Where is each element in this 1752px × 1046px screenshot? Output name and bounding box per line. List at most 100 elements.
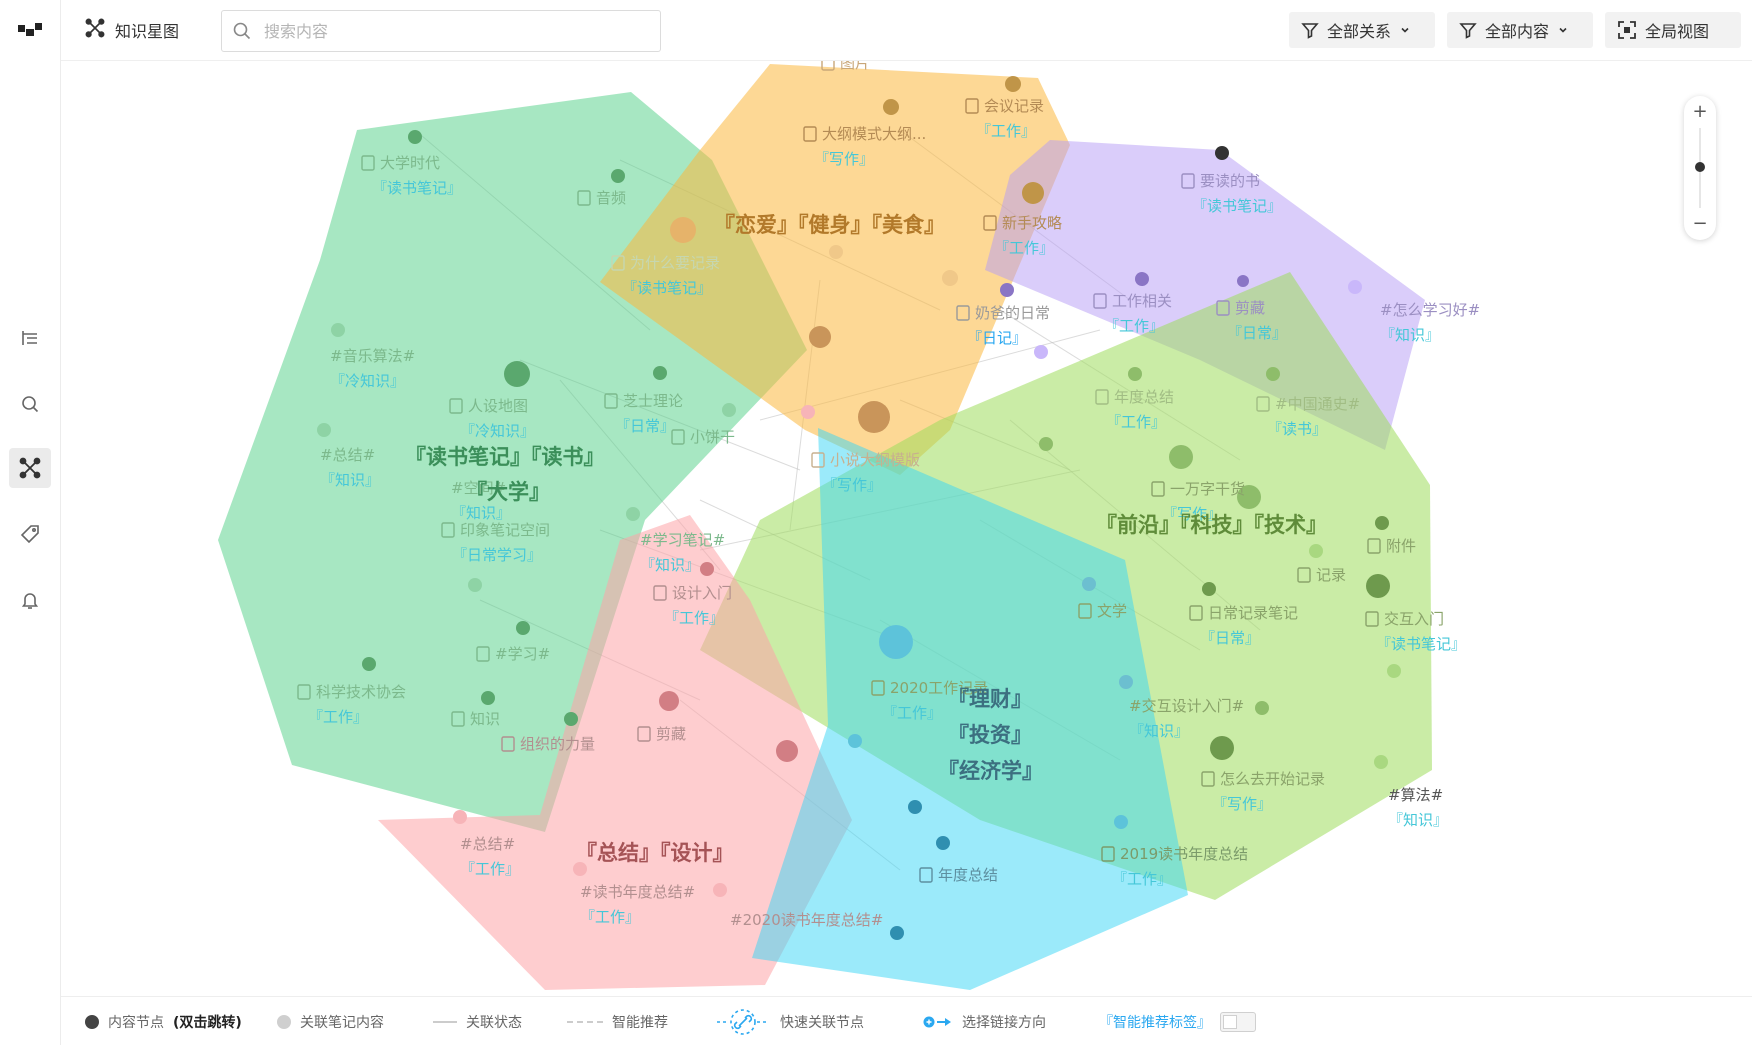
node-title: 科学技术协会: [316, 683, 406, 701]
zoom-slider-handle[interactable]: [1695, 162, 1705, 172]
search-input[interactable]: [262, 20, 646, 42]
graph-node-label: 科学技术协会『工作』: [297, 683, 406, 726]
doc-icon: [501, 736, 515, 752]
graph-node-label: 交互入门『读书笔记』: [1365, 610, 1466, 653]
graph-node-dot: [1387, 664, 1401, 678]
knowledge-graph-canvas[interactable]: 大学时代 『读书笔记』 音频 为什么要记录 『读书笔记』 #音乐算法# 『冷知识』 人设地图『…: [61, 61, 1752, 996]
graph-node-label: 为什么要记录『读书笔记』: [611, 254, 720, 297]
node-tag: 『写作』: [822, 476, 882, 494]
graph-node-label: 2020工作记录『工作』: [871, 679, 988, 722]
node-tag: 『日常』: [615, 417, 675, 435]
book-icon: [449, 398, 463, 414]
filter-icon: [1301, 21, 1319, 39]
doc-icon: [919, 867, 933, 883]
graph-node-dot: [1114, 815, 1128, 829]
node-tag: 『日常学习』: [452, 546, 542, 564]
zoom-out-button[interactable]: −: [1692, 213, 1708, 234]
graph-node-dot: [1000, 283, 1014, 297]
node-tag: 『工作』: [1106, 413, 1166, 431]
node-tag: 『工作』: [994, 239, 1054, 257]
graph-node-dot: [573, 862, 587, 876]
node-title: 人设地图: [468, 397, 528, 415]
tag-icon[interactable]: [9, 514, 51, 554]
note-icon: [811, 452, 825, 468]
graph-node-label: #音乐算法# 『冷知识』: [330, 347, 415, 390]
node-title: 音频: [596, 189, 626, 207]
graph-node-dot: [1366, 574, 1390, 598]
filter-content-button[interactable]: 全部内容: [1447, 12, 1593, 48]
node-title: #读书年度总结#: [580, 883, 695, 901]
zoom-control[interactable]: + −: [1684, 96, 1716, 240]
search-icon[interactable]: [9, 384, 51, 424]
graph-svg[interactable]: 大学时代『读书笔记』音频为什么要记录『读书笔记』#音乐算法#『冷知识』人设地图『…: [61, 61, 1752, 996]
node-title: 年度总结: [1114, 388, 1174, 406]
graph-node-dot: [1128, 367, 1142, 381]
legend-relation-state-label: 关联状态: [466, 1014, 522, 1031]
graph-node-label: 年度总结: [919, 866, 998, 884]
zoom-in-button[interactable]: +: [1692, 101, 1708, 122]
node-tag: 『工作』: [1112, 870, 1172, 888]
search-box[interactable]: [221, 10, 661, 52]
graph-node-label: 小饼干: [671, 428, 735, 446]
doc-icon: [476, 646, 490, 662]
legend-relation-state: 关联状态: [433, 997, 522, 1046]
graph-node-label: 新手攻略『工作』: [983, 214, 1062, 257]
graph-node-label: 芝士理论『日常』: [604, 392, 683, 435]
pen-icon: [653, 585, 667, 601]
node-title: 怎么去开始记录: [1220, 770, 1325, 788]
legend-related-note: 关联笔记内容: [277, 997, 384, 1046]
filter-icon: [1459, 21, 1477, 39]
smart-tag-toggle[interactable]: [1220, 1011, 1256, 1032]
graph-node-label: #学习笔记# 『知识』: [640, 531, 725, 574]
legend-smart-recommend: 智能推荐: [567, 997, 668, 1046]
filter-relations-button[interactable]: 全部关系: [1289, 12, 1435, 48]
fire-icon: [983, 215, 997, 231]
node-title: 知识: [470, 710, 500, 728]
bell-icon[interactable]: [9, 580, 51, 620]
graph-node-dot: [626, 507, 640, 521]
graph-node-label: 一万字干货『写作』: [1151, 480, 1245, 523]
graph-node-label: #学习#: [476, 645, 550, 663]
node-title: 大纲模式大纲...: [822, 125, 926, 143]
outline-icon[interactable]: [9, 318, 51, 358]
node-title: #音乐算法#: [330, 347, 415, 365]
graph-node-dot: [776, 740, 798, 762]
graph-node-label: 附件: [1367, 537, 1416, 555]
node-title: 小饼干: [690, 428, 735, 446]
graph-icon[interactable]: [9, 448, 51, 488]
graph-node-label: #怎么学习好# 『知识』: [1380, 301, 1480, 344]
fire-icon: [1189, 605, 1203, 621]
node-tag: 『日常』: [1227, 324, 1287, 342]
graph-node-dot: [481, 691, 495, 705]
cluster-cyan-tag: 『投资』: [948, 723, 1032, 747]
node-title: 文学: [1097, 602, 1127, 620]
node-title: 新手攻略: [1002, 214, 1062, 232]
graph-node-dot: [883, 99, 899, 115]
graph-node-label: 会议记录『工作』: [965, 97, 1044, 140]
graph-node-dot: [1237, 485, 1261, 509]
app-logo-icon[interactable]: [9, 10, 51, 50]
solid-line-icon: [433, 1020, 457, 1023]
graph-node-dot: [848, 734, 862, 748]
graph-node-dot: [1215, 146, 1229, 160]
graph-node-label: 要读的书『读书笔记』: [1181, 172, 1282, 215]
sidebar: [0, 0, 61, 1045]
graph-node-label: 音频: [577, 189, 626, 207]
pen-icon: [1201, 771, 1215, 787]
global-view-label: 全局视图: [1645, 22, 1710, 41]
node-tag: 『日记』: [967, 329, 1027, 347]
global-view-button[interactable]: 全局视图: [1605, 12, 1741, 48]
graph-node-dot: [809, 326, 831, 348]
graph-node-label: #总结# 『知识』: [320, 446, 380, 489]
node-tag: 『知识』: [1388, 811, 1448, 829]
node-tag: 『工作』: [664, 609, 724, 627]
graph-node-dot: [908, 800, 922, 814]
node-tag: 『写作』: [1162, 505, 1222, 523]
graph-node-dot: [331, 323, 345, 337]
graph-node-label: #交互设计入门# 『知识』: [1129, 697, 1244, 740]
node-tag: 『工作』: [976, 122, 1036, 140]
node-title: 记录: [1316, 566, 1346, 584]
doc-icon: [1151, 481, 1165, 497]
graph-node-dot: [801, 405, 815, 419]
graph-node-label: 设计入门『工作』: [653, 584, 732, 627]
